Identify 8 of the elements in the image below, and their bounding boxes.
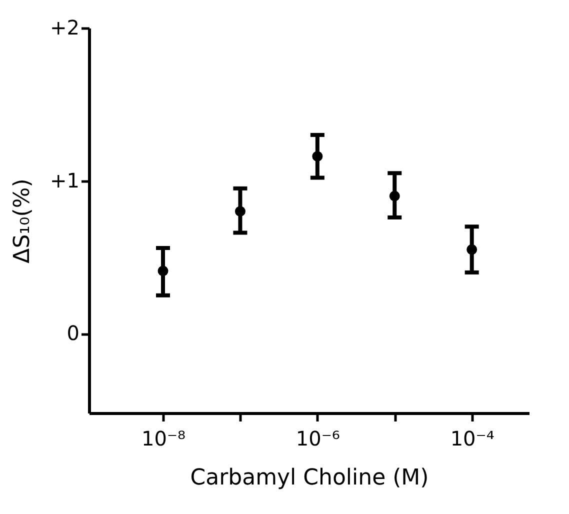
y-axis-title: ΔS₁₀(%) — [10, 178, 36, 264]
x-tick-label: 10⁻⁴ — [450, 426, 494, 450]
x-tick-label: 10⁻⁸ — [141, 426, 186, 450]
x-tick-label: 10⁻⁶ — [296, 426, 340, 450]
x-axis-title: Carbamyl Choline (M) — [190, 466, 429, 490]
y-tick-label: 0 — [66, 321, 80, 346]
y-tick-label: +2 — [50, 16, 80, 40]
y-tick-label: +1 — [50, 168, 80, 192]
